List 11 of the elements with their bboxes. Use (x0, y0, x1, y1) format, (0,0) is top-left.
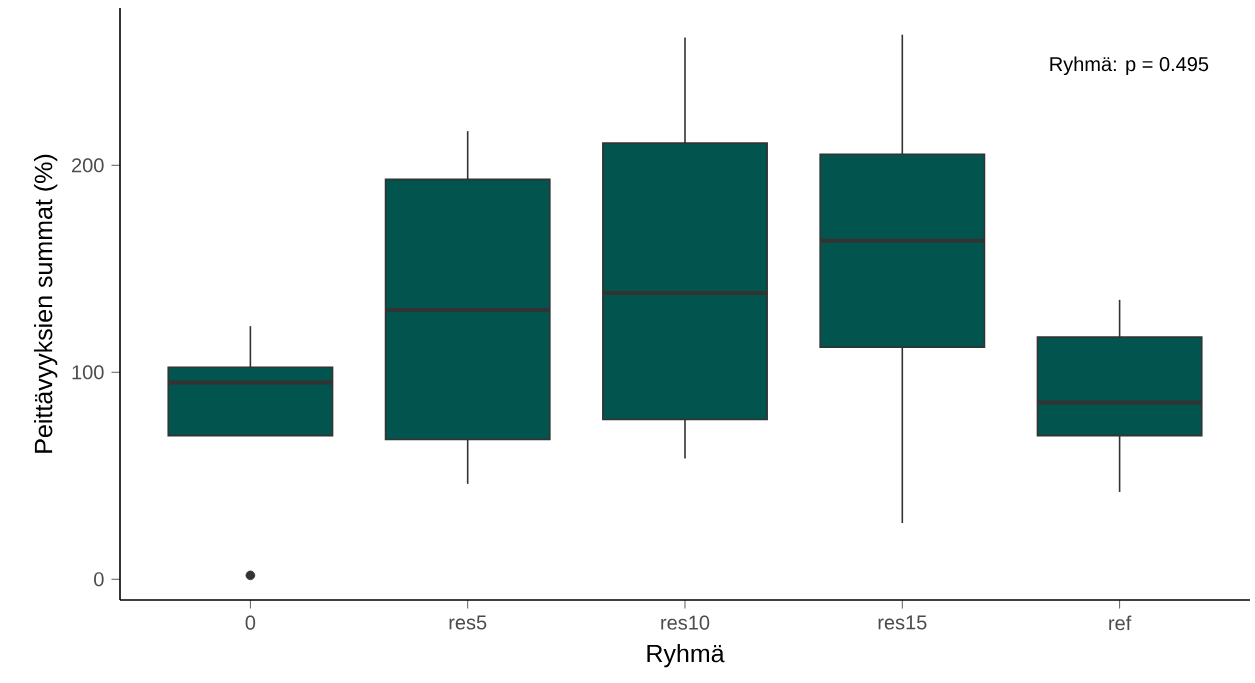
x-tick-label: ref (1109, 615, 1132, 631)
annotation: Ryhmä: p = 0.495 (1050, 56, 1209, 76)
x-tick-label: 0 (245, 615, 256, 630)
y-axis-title: Peittävyyksien summat (%) (33, 154, 58, 453)
x-tick-label: res5 (449, 615, 487, 630)
x-tick-label: res15 (878, 615, 927, 630)
y-tick-label: 0 (94, 572, 104, 587)
y-tick-label: 100 (72, 365, 104, 380)
x-tick-label: res10 (661, 615, 710, 630)
y-tick-label: 200 (72, 158, 104, 173)
x-axis-title: Ryhmä (647, 643, 725, 668)
